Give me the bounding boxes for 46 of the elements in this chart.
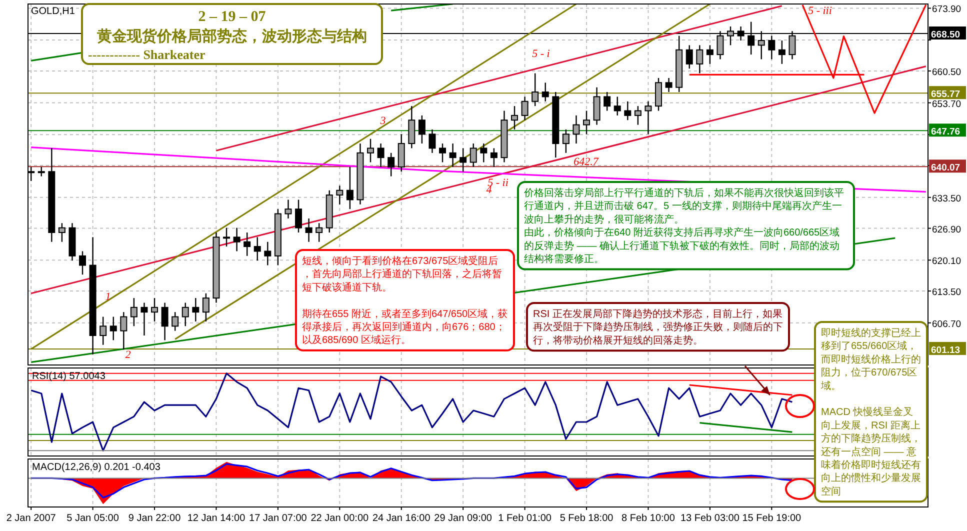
x-tick-label: 2 Jan 2007 xyxy=(6,513,56,524)
ref-line-label: 601.13 xyxy=(931,344,960,356)
annotation: 5 - iii xyxy=(808,5,832,17)
x-tick-label: 5 Jan 05:00 xyxy=(66,513,120,524)
annotation: 2 xyxy=(125,349,132,361)
text: 黄金现货价格局部势态，波动形态与结构 xyxy=(96,27,367,45)
x-tick-label: 8 Feb 10:00 xyxy=(622,513,676,524)
ref-line-label: 655.77 xyxy=(931,89,960,100)
y-tick-label: 660.50 xyxy=(932,66,962,78)
annotation: 1 xyxy=(105,291,111,303)
ref-line-label: 640.07 xyxy=(931,162,960,174)
annotation: ------------ Sharkeater xyxy=(88,47,206,62)
y-tick-label: 653.70 xyxy=(932,98,962,110)
y-tick-label: 606.70 xyxy=(932,318,962,330)
annotation: 价格回落击穿局部上行平行通道的下轨后，如果不能再次很快返回到该平行通道内，并且进而击破 647。5 一线的支撑，则期待中尾端再次产生一波向上攀升的走势，很可能将流产。 xyxy=(523,187,844,226)
annotation: 642.7 xyxy=(574,156,599,168)
chart-title: 2 – 19 – 07 xyxy=(198,9,266,25)
x-tick-label: 1 Feb 01:00 xyxy=(498,513,552,524)
chart-title: MACD(12,26,9) 0.201 -0.403 xyxy=(32,462,161,473)
annotation: 短线，倾向于看到价格在673/675区域受阻后，首先向局部上行通道的下轨回落，之后将暂短下破该通道下轨。 xyxy=(302,255,502,294)
x-tick-label: 22 Jan 00:00 xyxy=(310,513,370,524)
y-tick-label: 613.50 xyxy=(932,287,962,298)
x-tick-label: 5 Feb 18:00 xyxy=(560,513,614,524)
annotation: RSI 正在发展局部下降趋势的技术形态，目前上行，如果再次受阻于下降趋势压制线，强势修正失败，则随后的下行，将带动价格展开短线的回落走势。 xyxy=(533,308,783,346)
ref-line-label: 647.76 xyxy=(931,126,960,138)
annotation: 4 xyxy=(486,184,492,196)
annotation: GOLD,H1 xyxy=(31,6,76,17)
x-tick-label: 13 Feb 03:00 xyxy=(680,513,740,524)
annotation: MACD 快慢线呈金叉向上发展，RSI 距离上方的下降趋势压制线，还有一点空间 —— 意味着价格即时短线还有向上的惯性和少量发展空间 xyxy=(821,406,921,498)
x-tick-label: 9 Jan 22:00 xyxy=(128,513,182,524)
annotation: 即时短线的支撑已经上移到了655/660区域，而即时短线价格上行的阻力，位于670/675区域。 xyxy=(820,327,921,392)
x-tick-label: 17 Jan 07:00 xyxy=(249,513,308,524)
y-tick-label: 620.10 xyxy=(932,256,962,268)
annotation: 由此，价格倾向于在640 附近获得支持后再寻求产生一波向660/665区域的反弹走势 —— 确认上行通道下轨被下破的有效性。同时，局部的波动结构将需要修正。 xyxy=(524,226,840,265)
chart-title: RSI(14) 57.0043 xyxy=(32,371,106,382)
x-tick-label: 15 Feb 19:00 xyxy=(742,513,802,524)
annotation: 5 - i xyxy=(532,48,550,60)
x-tick-label: 12 Jan 14:00 xyxy=(187,513,246,524)
y-tick-label: 673.90 xyxy=(932,4,962,16)
y-tick-label: 626.90 xyxy=(932,224,962,236)
annotation: 3 xyxy=(379,115,386,127)
x-tick-label: 24 Jan 16:00 xyxy=(372,513,431,524)
y-tick-label: 633.50 xyxy=(932,193,962,204)
annotation: 期待在655 附近，或者至多到647/650区域，获得承接后，再次返回到通道内，向676；680；以及685/690 区域运行。 xyxy=(302,308,508,346)
x-tick-label: 29 Jan 09:00 xyxy=(434,513,492,524)
ref-line-label: 668.50 xyxy=(931,30,960,40)
